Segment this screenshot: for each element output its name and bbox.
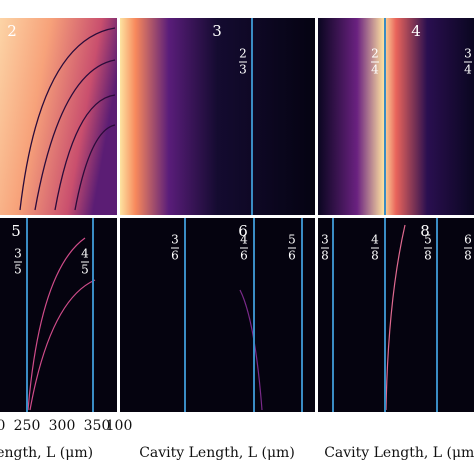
x-tick-label: 0 xyxy=(0,418,5,434)
panel-3 xyxy=(120,18,315,215)
fraction-numerator: 5 xyxy=(424,233,432,247)
panel-row-top xyxy=(0,18,474,215)
fraction-numerator: 2 xyxy=(371,47,379,61)
resonance-curves xyxy=(19,27,116,211)
fraction-denominator: 4 xyxy=(464,63,472,77)
fraction-denominator: 3 xyxy=(239,63,247,77)
panel-label: 2 xyxy=(7,22,17,40)
panel-6 xyxy=(120,218,315,412)
fraction-denominator: 6 xyxy=(171,249,179,263)
fraction-denominator: 8 xyxy=(424,249,432,263)
resonance-curves xyxy=(27,224,406,411)
fraction-numerator: 3 xyxy=(171,233,179,247)
fraction-numerator: 3 xyxy=(321,233,329,247)
panel-row-bottom xyxy=(0,218,474,412)
panel-8 xyxy=(318,218,474,412)
fraction-denominator: 8 xyxy=(371,249,379,263)
x-tick-label: 300 xyxy=(49,418,76,434)
fraction-denominator: 4 xyxy=(371,63,379,77)
x-axis-label: Length, L (μm) xyxy=(0,445,93,461)
panel-label: 8 xyxy=(420,222,430,240)
fraction-numerator: 6 xyxy=(464,233,472,247)
panel-label: 5 xyxy=(11,222,21,240)
fraction-numerator: 2 xyxy=(239,47,247,61)
x-axis-label: Cavity Length, L (μm) xyxy=(139,445,295,461)
fraction-denominator: 5 xyxy=(81,263,89,277)
fraction-denominator: 8 xyxy=(321,249,329,263)
panel-5 xyxy=(0,218,117,412)
panel-label: 6 xyxy=(238,222,248,240)
panel-label: 4 xyxy=(411,22,421,40)
panel-2 xyxy=(0,18,117,215)
fraction-numerator: 3 xyxy=(14,247,22,261)
fraction-denominator: 8 xyxy=(464,249,472,263)
fraction-numerator: 4 xyxy=(371,233,379,247)
panel-label: 3 xyxy=(212,22,222,40)
fraction-numerator: 5 xyxy=(288,233,296,247)
fraction-denominator: 5 xyxy=(14,263,22,277)
x-tick-label: 350 xyxy=(84,418,111,434)
fraction-numerator: 4 xyxy=(240,233,248,247)
x-tick-label: 250 xyxy=(14,418,41,434)
fraction-denominator: 6 xyxy=(288,249,296,263)
fraction-numerator: 4 xyxy=(81,247,89,261)
x-axis-label: Cavity Length, L (μm) xyxy=(324,445,474,461)
fraction-numerator: 3 xyxy=(464,47,472,61)
x-tick-label: 100 xyxy=(106,418,133,434)
panel-4 xyxy=(318,18,474,215)
fraction-denominator: 6 xyxy=(240,249,248,263)
